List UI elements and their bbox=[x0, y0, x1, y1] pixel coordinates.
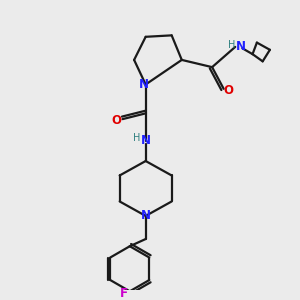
Text: N: N bbox=[236, 40, 245, 53]
Text: F: F bbox=[119, 287, 128, 300]
Text: O: O bbox=[224, 84, 234, 97]
Text: H: H bbox=[133, 134, 141, 143]
Text: N: N bbox=[141, 134, 151, 147]
Text: O: O bbox=[112, 114, 122, 127]
Text: N: N bbox=[141, 209, 151, 222]
Text: N: N bbox=[139, 78, 149, 91]
Text: H: H bbox=[228, 40, 236, 50]
